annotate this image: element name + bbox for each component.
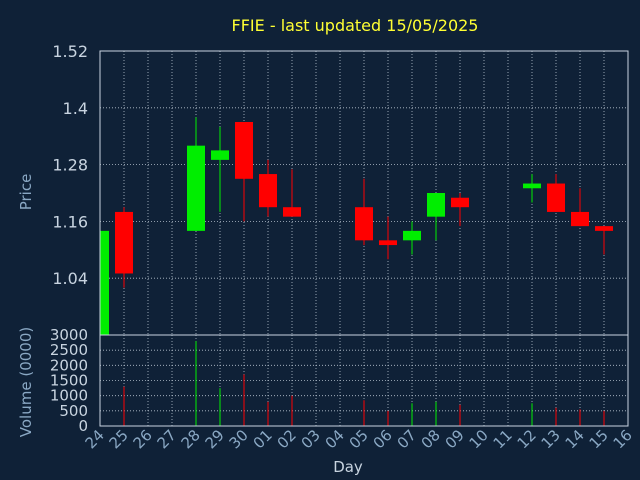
price-tick-label: 1.52 <box>52 42 88 61</box>
candle-body <box>211 150 229 160</box>
candle-body <box>100 230 109 335</box>
candle-body <box>379 240 397 246</box>
candle-body <box>355 207 373 241</box>
volume-tick-label: 3000 <box>50 326 88 344</box>
candle-body <box>547 183 565 212</box>
volume-tick-label: 1000 <box>50 387 88 405</box>
volume-tick-label: 2500 <box>50 341 88 359</box>
volume-axis-label: Volume (0000) <box>17 327 35 437</box>
volume-tick-label: 0 <box>78 417 88 435</box>
price-axis-label: Price <box>17 174 35 211</box>
candle-body <box>427 193 445 217</box>
volume-tick-label: 1500 <box>50 372 88 390</box>
price-tick-label: 1.04 <box>52 269 88 288</box>
candle-body <box>187 145 205 231</box>
price-axis-ticks: 1.04 1.16 1.28 1.4 1.52 <box>52 42 88 288</box>
candle-body <box>595 226 613 231</box>
candle-body <box>115 211 133 274</box>
volume-tick-label: 500 <box>59 402 88 420</box>
candle-body <box>403 230 421 241</box>
price-tick-label: 1.28 <box>52 156 88 175</box>
volume-panel-frame <box>99 334 629 427</box>
price-tick-label: 1.4 <box>63 99 88 118</box>
candle-body <box>523 183 541 189</box>
chart-title: FFIE - last updated 15/05/2025 <box>232 16 479 35</box>
x-axis-ticks: 2425262728293001020304050607080910111213… <box>82 426 636 452</box>
volume-tick-label: 2000 <box>50 356 88 374</box>
price-tick-label: 1.16 <box>52 212 88 231</box>
candle-body <box>451 197 469 208</box>
candle-body <box>283 207 301 217</box>
x-axis-label: Day <box>333 458 363 476</box>
candle-body <box>571 211 589 227</box>
candle-body <box>259 174 277 208</box>
volume-bars <box>123 341 605 426</box>
candle-body <box>235 122 253 179</box>
